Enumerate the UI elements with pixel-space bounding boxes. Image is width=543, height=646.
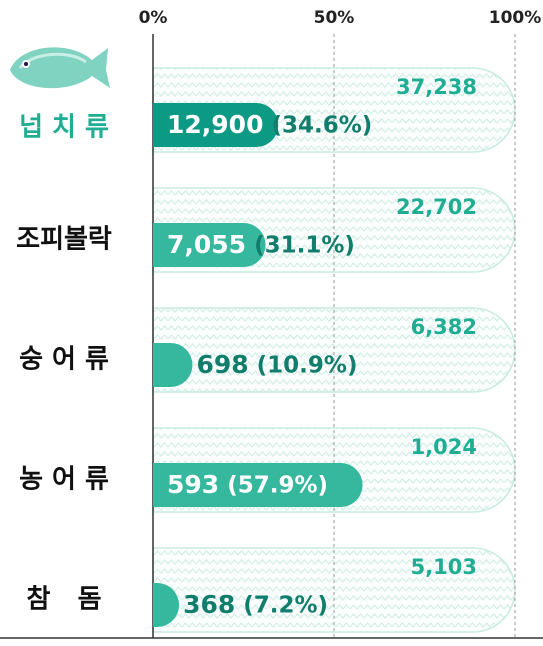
total-label: 5,103 bbox=[411, 555, 477, 579]
category-label: 숭 어 류 bbox=[19, 345, 109, 375]
total-label: 22,702 bbox=[396, 195, 477, 219]
chart: 0% 50% 100% 37,238 12,900 (34.6%) 넙 치 류 22,702 7… bbox=[0, 0, 543, 642]
count-label: 698 bbox=[196, 350, 248, 379]
value-label: (31.1%) bbox=[254, 233, 355, 259]
fish-icon bbox=[10, 47, 110, 88]
category-label: 넙 치 류 bbox=[19, 113, 109, 143]
total-label: 6,382 bbox=[411, 315, 477, 339]
count-label: 7,055 bbox=[167, 230, 246, 259]
category-label: 참 돔 bbox=[27, 585, 102, 615]
x-tick-label: 100% bbox=[489, 8, 542, 28]
count-label: 368 bbox=[183, 590, 235, 619]
total-label: 1,024 bbox=[411, 435, 477, 459]
x-tick-label: 0% bbox=[139, 8, 168, 28]
count-label: 593 bbox=[167, 470, 219, 499]
category-label: 농 어 류 bbox=[19, 465, 109, 495]
category-label: 조피볼락 bbox=[16, 225, 112, 255]
value-label: (7.2%) bbox=[243, 593, 328, 619]
x-tick-label: 50% bbox=[314, 8, 355, 28]
value-label: (10.9%) bbox=[257, 353, 358, 379]
value-label: (57.9%) bbox=[227, 473, 328, 499]
total-label: 37,238 bbox=[396, 75, 477, 99]
value-label: (34.6%) bbox=[271, 113, 372, 139]
count-label: 12,900 bbox=[167, 110, 263, 139]
